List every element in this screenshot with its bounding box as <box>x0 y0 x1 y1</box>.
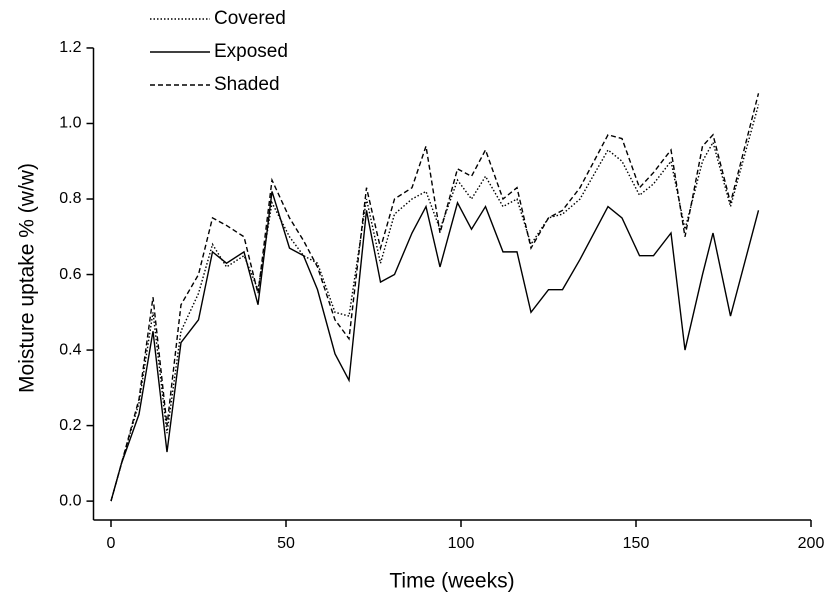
x-tick-label: 150 <box>623 535 650 552</box>
x-axis-title: Time (weeks) <box>389 570 514 593</box>
x-tick-label: 200 <box>798 535 825 552</box>
x-tick-label: 0 <box>107 535 116 552</box>
y-tick-label: 0.8 <box>59 190 81 207</box>
y-tick-label: 0.4 <box>59 341 81 358</box>
y-tick-label: 0.2 <box>59 417 81 434</box>
y-tick-label: 1.2 <box>59 39 81 56</box>
series-line <box>110 93 760 502</box>
y-tick-label: 0.6 <box>59 266 81 283</box>
x-tick-label: 50 <box>277 535 295 552</box>
x-tick-label: 100 <box>448 535 475 552</box>
legend-label: Exposed <box>214 41 288 62</box>
y-axis-title: Moisture uptake % (w/w) <box>16 163 39 393</box>
legend-label: Covered <box>214 8 286 29</box>
series-line <box>110 191 760 502</box>
series-line <box>110 104 760 502</box>
y-tick-label: 1.0 <box>59 115 81 132</box>
y-tick-label: 0.0 <box>59 492 81 509</box>
legend-label: Shaded <box>214 74 280 95</box>
